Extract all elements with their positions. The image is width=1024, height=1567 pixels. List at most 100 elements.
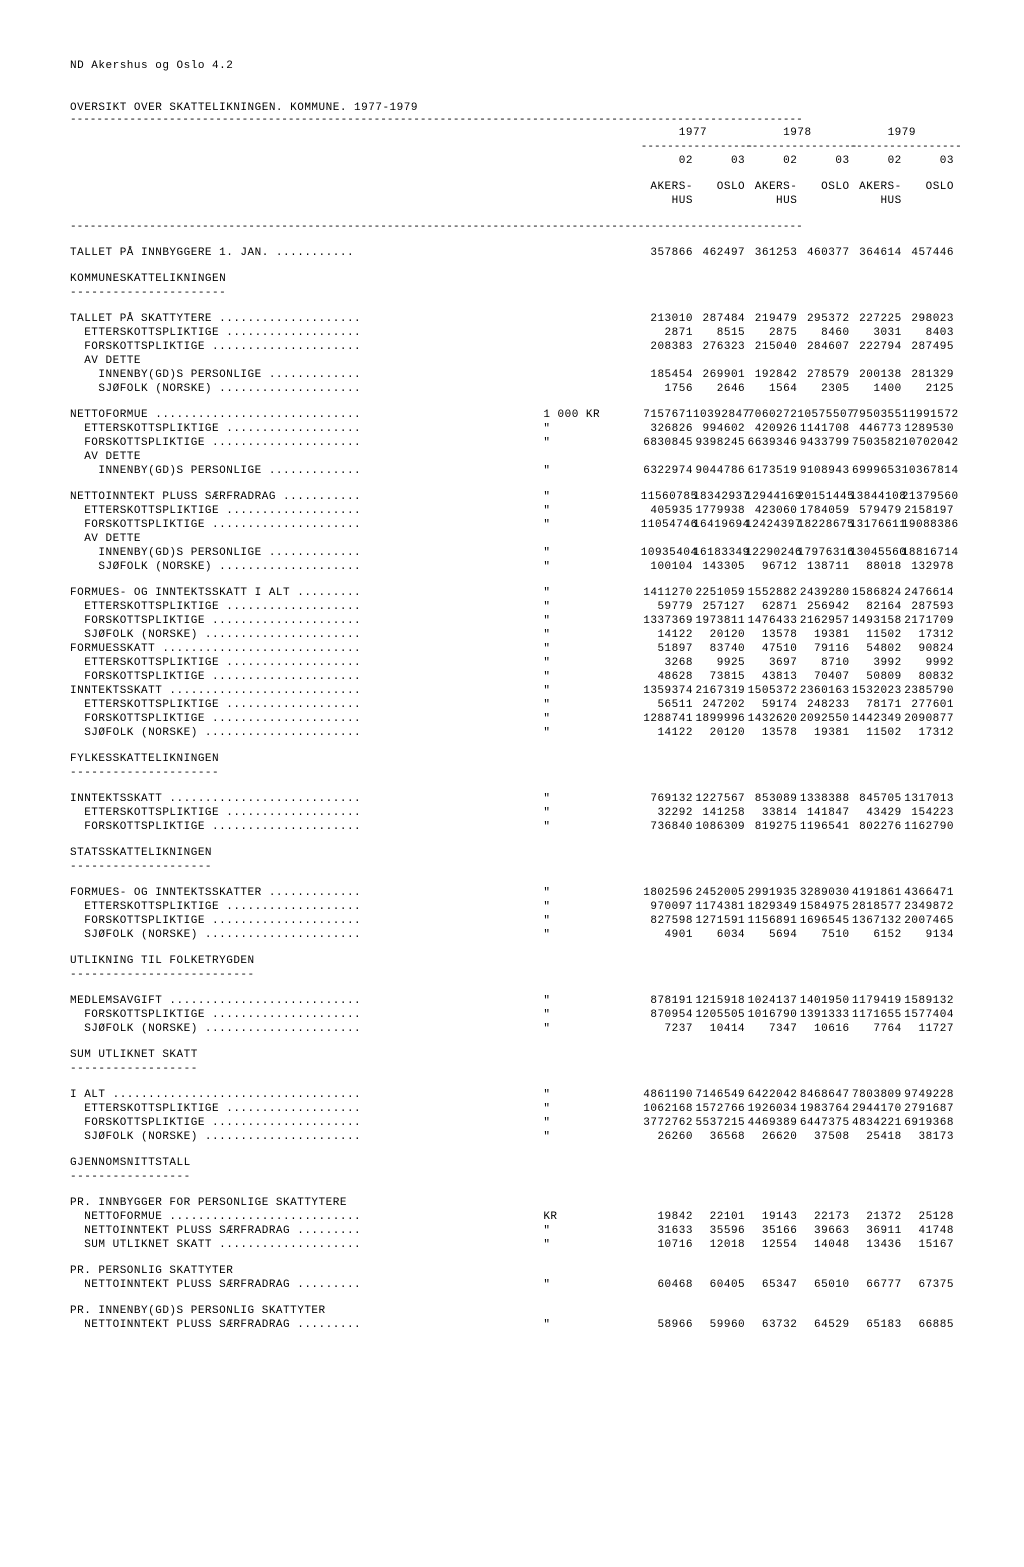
table-title: OVERSIKT OVER SKATTELIKNINGEN. KOMMUNE. … [70, 102, 954, 114]
table-row: INNTEKTSSKATT ..........................… [70, 792, 954, 806]
cell-value: 3992 [850, 656, 902, 670]
row-unit: " [543, 684, 640, 698]
cell-value: 2349872 [902, 900, 954, 914]
cell-value: 6034 [693, 928, 745, 942]
cell-value: 2158197 [902, 504, 954, 518]
cell-value: 43429 [850, 806, 902, 820]
row-unit: " [543, 546, 640, 560]
cell-value: 6322974 [641, 464, 693, 478]
cell-value: 18816714 [902, 546, 954, 560]
cell-value: 154223 [902, 806, 954, 820]
table-row: FORMUES- OG INNTEKTSSKATT I ALT ........… [70, 586, 954, 600]
cell-value: 141847 [797, 806, 849, 820]
cell-value: 420926 [745, 422, 797, 436]
row-unit: " [543, 628, 640, 642]
cell-value: 2090877 [902, 712, 954, 726]
cell-value [902, 1264, 954, 1278]
row-unit [543, 286, 640, 300]
row-label: ETTERSKOTTSPLIKTIGE ................... [70, 600, 543, 614]
cell-value: 7237 [641, 1022, 693, 1036]
row-unit: " [543, 1278, 640, 1292]
table-row: NETTOINNTEKT PLUSS SÆRFRADRAG ..........… [70, 490, 954, 504]
cell-value [641, 532, 693, 546]
cell-value: 1493158 [850, 614, 902, 628]
cell-value: 2360163 [797, 684, 849, 698]
row-unit [543, 368, 640, 382]
cell-value: 65010 [797, 1278, 849, 1292]
cell-value: 1162790 [902, 820, 954, 834]
cell-value: 65347 [745, 1278, 797, 1292]
cell-value: 62871 [745, 600, 797, 614]
cell-value: 6639346 [745, 436, 797, 450]
cell-value: 6173519 [745, 464, 797, 478]
table-row: AV DETTE [70, 450, 954, 464]
table-row: FORSKOTTSPLIKTIGE ....................."… [70, 712, 954, 726]
cell-value: 11502 [850, 628, 902, 642]
table-row: AV DETTE [70, 532, 954, 546]
cell-value [902, 1196, 954, 1210]
cell-value: 67375 [902, 1278, 954, 1292]
cell-value: 83740 [693, 642, 745, 656]
cell-value: 256942 [797, 600, 849, 614]
cell-value: 8468647 [797, 1088, 849, 1102]
cell-value: 12554 [745, 1238, 797, 1252]
table-row: I ALT ..................................… [70, 1088, 954, 1102]
cell-value: 298023 [902, 312, 954, 326]
cell-value: 6999653 [850, 464, 902, 478]
row-label: FORSKOTTSPLIKTIGE ..................... [70, 1008, 543, 1022]
cell-value [797, 354, 849, 368]
table-row: FORSKOTTSPLIKTIGE ....................."… [70, 614, 954, 628]
cell-value: 326826 [641, 422, 693, 436]
table-row: SJØFOLK (NORSKE) ...................."10… [70, 560, 954, 574]
cell-value: 1401950 [797, 994, 849, 1008]
table-row: PR. INNBYGGER FOR PERSONLIGE SKATTYTERE [70, 1196, 954, 1210]
cell-value: 2646 [693, 382, 745, 396]
row-unit: KR [543, 1210, 640, 1224]
cell-value: 1196541 [797, 820, 849, 834]
cell-value: 11727 [902, 1022, 954, 1036]
cell-value: 6919368 [902, 1116, 954, 1130]
row-unit: " [543, 712, 640, 726]
table-row: SJØFOLK (NORSKE) ......................"… [70, 1130, 954, 1144]
row-unit [543, 246, 640, 260]
table-row: ETTERSKOTTSPLIKTIGE ..................."… [70, 422, 954, 436]
row-unit: " [543, 1088, 640, 1102]
cell-value: 79116 [797, 642, 849, 656]
table-row: SUM UTLIKNET SKATT [70, 1048, 954, 1062]
cell-value: 1171655 [850, 1008, 902, 1022]
row-label: ETTERSKOTTSPLIKTIGE ................... [70, 806, 543, 820]
cell-value [693, 532, 745, 546]
row-unit [543, 1304, 640, 1318]
cell-value: 1779938 [693, 504, 745, 518]
cell-value: 227225 [850, 312, 902, 326]
row-unit [543, 450, 640, 464]
cell-value: 248233 [797, 698, 849, 712]
cell-value: 11991572 [902, 408, 954, 422]
row-label: FORMUESSKATT ...........................… [70, 642, 543, 656]
row-label: GJENNOMSNITTSTALL [70, 1156, 543, 1170]
cell-value: 284607 [797, 340, 849, 354]
row-label: NETTOFORMUE ............................… [70, 408, 543, 422]
cell-value: 1359374 [641, 684, 693, 698]
row-unit: " [543, 504, 640, 518]
table-row: ETTERSKOTTSPLIKTIGE ..................."… [70, 600, 954, 614]
cell-value: 1289530 [902, 422, 954, 436]
cell-value: 1973811 [693, 614, 745, 628]
cell-value [745, 354, 797, 368]
row-label: PR. PERSONLIG SKATTYTER [70, 1264, 543, 1278]
row-label: ETTERSKOTTSPLIKTIGE ................... [70, 504, 543, 518]
cell-value: 460377 [797, 246, 849, 260]
row-label: FORSKOTTSPLIKTIGE ..................... [70, 340, 543, 354]
table-row: PR. INNENBY(GD)S PERSONLIG SKATTYTER [70, 1304, 954, 1318]
tax-table: 1977 1978 1979 ----------------- -------… [70, 126, 954, 1332]
table-row: FORSKOTTSPLIKTIGE ....................."… [70, 820, 954, 834]
row-unit [543, 312, 640, 326]
cell-value: 4366471 [902, 886, 954, 900]
cell-value: 446773 [850, 422, 902, 436]
cell-value: 1589132 [902, 994, 954, 1008]
cell-value: 1141708 [797, 422, 849, 436]
year-header-row: 1977 1978 1979 [70, 126, 954, 140]
row-unit: " [543, 886, 640, 900]
cell-value: 269901 [693, 368, 745, 382]
row-label: NETTOINNTEKT PLUSS SÆRFRADRAG ..........… [70, 490, 543, 504]
